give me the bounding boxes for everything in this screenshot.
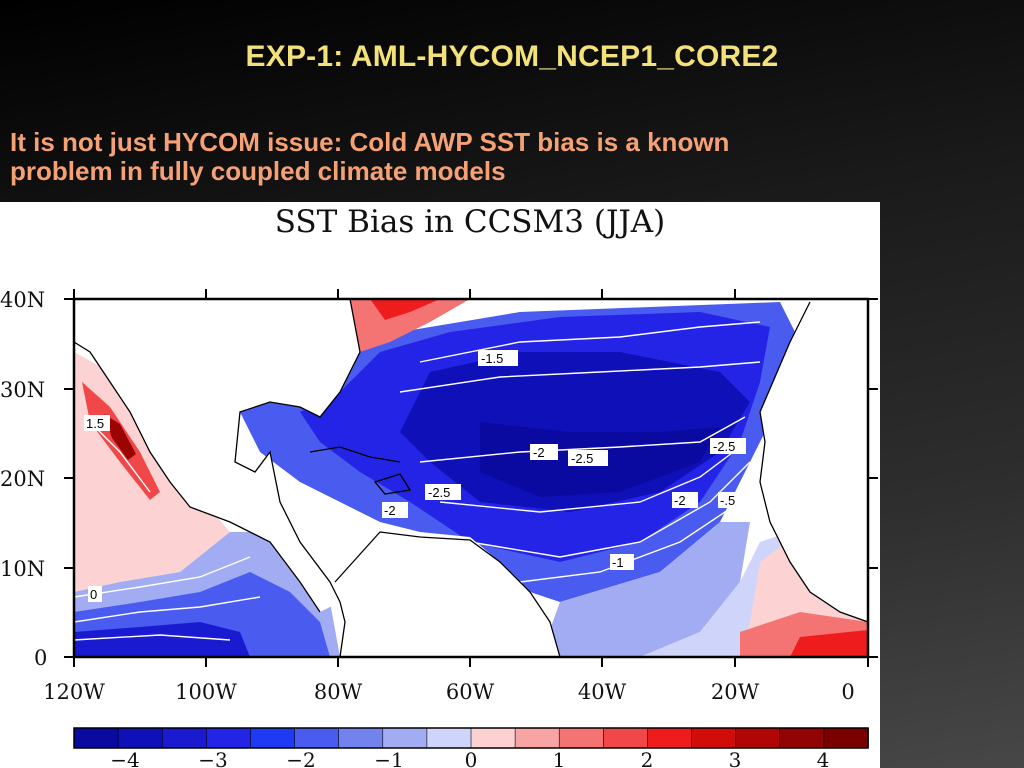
x-tick-label: 60W [445,680,495,704]
contour-label: -1 [612,555,624,570]
contour-label: -1.5 [481,351,503,366]
colorbar-segment [426,727,472,749]
africa-land [760,299,868,622]
contour-lines [74,321,761,641]
contour-label: -2 [533,445,545,460]
colorbar-tick-label: −1 [374,748,404,768]
colorbar-segment [779,727,825,749]
south-america-land [335,522,560,657]
x-tick-label: 80W [313,680,363,704]
colorbar-segment [558,727,605,749]
bias-field: -1.5 1.5 -2 -2.5 -2.5 -2 -2.5 -2 -.5 -1 [74,299,868,657]
y-tick-label: 0 [34,646,48,670]
colorbar-tick-label: 0 [464,748,478,768]
x-tick-label: 0 [841,680,855,704]
north-america-land [74,299,360,612]
x-tick-label: 40W [577,680,627,704]
x-tick-label: 100W [175,680,237,704]
contour-label: 1.5 [86,416,104,431]
colorbar-segment [470,727,516,749]
contour-label: -.5 [720,493,735,508]
x-tick-label: 120W [43,680,105,704]
contour-label: -2.5 [713,439,735,454]
colorbar-segment [294,727,340,749]
colorbar-segment [735,727,781,749]
tropical-atlantic-light [540,522,750,657]
map-svg: -1.5 1.5 -2 -2.5 -2.5 -2 -2.5 -2 -.5 -1 [64,289,878,749]
colorbar-frame [73,727,869,749]
contour-label: -2 [674,493,686,508]
contour-label: -2 [384,503,396,518]
subtitle-line-1: It is not just HYCOM issue: Cold AWP SST… [10,127,730,157]
contour-labels: -1.5 1.5 -2 -2.5 -2.5 -2 -2.5 -2 -.5 -1 [84,350,746,602]
axis-ticks [64,289,878,667]
subtitle-line-2: problem in fully coupled climate models [10,156,506,186]
sst-bias-map-figure: SST Bias in CCSM3 (JJA) [0,202,880,768]
colorbar-segment [823,727,869,749]
pacific-cold-deep [74,622,250,657]
slide-title: EXP-1: AML-HYCOM_NCEP1_CORE2 [245,40,779,73]
x-tick-label: 20W [710,680,760,704]
colorbar-tick-label: 2 [640,748,654,768]
y-tick-label: 30N [0,378,46,402]
contour-label: -2.5 [571,451,593,466]
gulf-guinea-warmest [790,630,868,657]
colorbar-tick-label: 4 [816,748,830,768]
colorbar-segment [382,727,428,749]
contour-label: -2.5 [428,485,450,500]
colorbar-segment [117,727,164,749]
colorbar-tick-label: −2 [286,748,316,768]
us-coast-warmer [370,299,440,320]
colorbar-tick-label: 3 [728,748,742,768]
colorbar-segment [161,727,208,749]
pacific-warm-peak [104,414,136,460]
colorbar-segment [691,727,737,749]
contour-label: 0 [90,587,97,602]
colorbar-tick-label: 1 [552,748,566,768]
colorbar-segment [338,727,384,749]
colorbar-segment [206,727,252,749]
y-tick-label: 20N [0,467,46,491]
colorbar-segment [603,727,649,749]
map-title: SST Bias in CCSM3 (JJA) [274,204,666,240]
colorbar-segment [647,727,693,749]
y-tick-label: 40N [0,288,46,312]
colorbar [73,727,869,749]
coastlines [74,299,868,657]
colorbar-tick-label: −3 [198,748,228,768]
slide-subtitle: It is not just HYCOM issue: Cold AWP SST… [10,128,910,186]
y-tick-label: 10N [0,557,46,581]
colorbar-segment [514,727,561,749]
colorbar-tick-label: −4 [110,748,140,768]
colorbar-segment [73,727,119,749]
colorbar-segment [250,727,296,749]
